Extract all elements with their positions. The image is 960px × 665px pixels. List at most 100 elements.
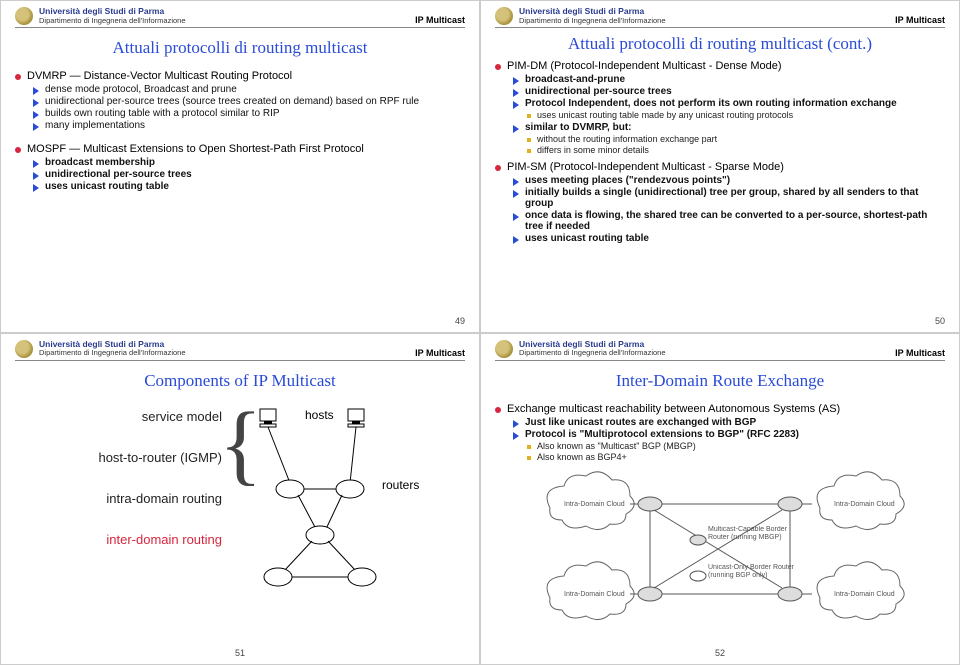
slide-header: Università degli Studi di Parma Dipartim…	[15, 340, 465, 361]
slide-header: Università degli Studi di Parma Dipartim…	[495, 340, 945, 361]
slide-52: Università degli Studi di Parma Dipartim…	[480, 333, 960, 665]
triangle-icon	[513, 89, 519, 97]
hosts-label: hosts	[305, 408, 334, 422]
cloud-icon: Intra-Domain Cloud	[547, 471, 634, 529]
list-item: builds own routing table with a protocol…	[45, 108, 280, 119]
routers-label: routers	[382, 478, 419, 492]
slide-header: Università degli Studi di Parma Dipartim…	[15, 7, 465, 28]
router-icon	[778, 497, 802, 511]
bar-icon	[527, 456, 531, 460]
list-item: unidirectional per-source trees	[525, 86, 672, 97]
svg-text:Intra-Domain Cloud: Intra-Domain Cloud	[564, 591, 625, 598]
list-item: MOSPF — Multicast Extensions to Open Sho…	[27, 143, 364, 155]
page-number: 52	[715, 648, 725, 658]
router-icon	[638, 587, 662, 601]
list-item: broadcast membership	[45, 157, 155, 168]
list-item: unidirectional per-source trees	[45, 169, 192, 180]
department-name: Dipartimento di Ingegneria dell'Informaz…	[39, 349, 415, 357]
list-item: many implementations	[45, 120, 145, 131]
department-name: Dipartimento di Ingegneria dell'Informaz…	[39, 17, 415, 25]
content-list: PIM-DM (Protocol-Independent Multicast -…	[495, 60, 945, 244]
list-item: once data is flowing, the shared tree ca…	[525, 210, 945, 232]
slide-title: Components of IP Multicast	[15, 371, 465, 391]
bullet-icon	[495, 64, 501, 70]
label-inter-domain: inter-domain routing	[15, 532, 222, 547]
crest-icon	[495, 340, 513, 358]
bar-icon	[527, 445, 531, 449]
triangle-icon	[33, 123, 39, 131]
header-text: Università degli Studi di Parma Dipartim…	[39, 340, 415, 358]
slide-51: Università degli Studi di Parma Dipartim…	[0, 333, 480, 665]
crest-icon	[15, 7, 33, 25]
cloud-icon: Intra-Domain Cloud	[547, 561, 634, 619]
header-tag: IP Multicast	[415, 15, 465, 25]
department-name: Dipartimento di Ingegneria dell'Informaz…	[519, 349, 895, 357]
list-item: Protocol Independent, does not perform i…	[525, 98, 897, 109]
label-column: service model host-to-router (IGMP) intr…	[15, 403, 230, 626]
list-item: broadcast-and-prune	[525, 74, 625, 85]
triangle-icon	[513, 77, 519, 85]
bullet-icon	[15, 74, 21, 80]
slide-50: Università degli Studi di Parma Dipartim…	[480, 0, 960, 333]
list-item: uses unicast routing table	[45, 181, 169, 192]
header-tag: IP Multicast	[895, 15, 945, 25]
list-item: Just like unicast routes are exchanged w…	[525, 417, 756, 428]
page-number: 50	[935, 316, 945, 326]
triangle-icon	[513, 125, 519, 133]
label-host-to-router: host-to-router (IGMP)	[15, 450, 222, 465]
triangle-icon	[513, 178, 519, 186]
svg-text:Intra-Domain Cloud: Intra-Domain Cloud	[564, 501, 625, 508]
triangle-icon	[513, 190, 519, 198]
department-name: Dipartimento di Ingegneria dell'Informaz…	[519, 17, 895, 25]
host-icon	[260, 409, 276, 427]
header-text: Università degli Studi di Parma Dipartim…	[519, 7, 895, 25]
header-tag: IP Multicast	[415, 348, 465, 358]
list-item: without the routing information exchange…	[537, 134, 717, 144]
list-item: initially builds a single (unidirectiona…	[525, 187, 945, 209]
triangle-icon	[513, 236, 519, 244]
triangle-icon	[513, 101, 519, 109]
content-list: Exchange multicast reachability between …	[495, 403, 945, 462]
crest-icon	[15, 340, 33, 358]
header-text: Università degli Studi di Parma Dipartim…	[39, 7, 415, 25]
network-diagram: hosts routers	[230, 403, 465, 626]
crest-icon	[495, 7, 513, 25]
list-item: similar to DVMRP, but:	[525, 122, 632, 133]
bar-icon	[527, 149, 531, 153]
page-number: 49	[455, 316, 465, 326]
legend-mc: Multicast-Capable Border Router (running…	[708, 526, 798, 541]
bar-icon	[527, 114, 531, 118]
slide-title: Inter-Domain Route Exchange	[495, 371, 945, 391]
legend-uc: Unicast-Only Border Router (running BGP …	[708, 564, 798, 579]
triangle-icon	[513, 420, 519, 428]
header-tag: IP Multicast	[895, 348, 945, 358]
slide-title: Attuali protocolli di routing multicast …	[495, 34, 945, 54]
slide-header: Università degli Studi di Parma Dipartim…	[495, 7, 945, 28]
slide-49: Università degli Studi di Parma Dipartim…	[0, 0, 480, 333]
list-item: unidirectional per-source trees (source …	[45, 96, 419, 107]
triangle-icon	[33, 111, 39, 119]
list-item: differs in some minor details	[537, 145, 649, 155]
label-service-model: service model	[15, 409, 222, 424]
list-item: Also known as BGP4+	[537, 452, 627, 462]
list-item: PIM-DM (Protocol-Independent Multicast -…	[507, 60, 782, 72]
triangle-icon	[33, 99, 39, 107]
triangle-icon	[513, 432, 519, 440]
bar-icon	[527, 138, 531, 142]
host-icon	[348, 409, 364, 427]
svg-text:Intra-Domain Cloud: Intra-Domain Cloud	[834, 501, 895, 508]
list-item: uses meeting places ("rendezvous points"…	[525, 175, 730, 186]
page-number: 51	[235, 648, 245, 658]
inter-domain-diagram: Intra-Domain Cloud Intra-Domain Cloud In…	[495, 468, 945, 628]
svg-text:Intra-Domain Cloud: Intra-Domain Cloud	[834, 591, 895, 598]
router-icon	[638, 497, 662, 511]
bullet-icon	[495, 407, 501, 413]
triangle-icon	[513, 213, 519, 221]
triangle-icon	[33, 87, 39, 95]
cloud-icon: Intra-Domain Cloud	[817, 561, 904, 619]
header-text: Università degli Studi di Parma Dipartim…	[519, 340, 895, 358]
bullet-icon	[15, 147, 21, 153]
label-intra-domain: intra-domain routing	[15, 491, 222, 506]
triangle-icon	[33, 160, 39, 168]
list-item: uses unicast routing table made by any u…	[537, 110, 793, 120]
